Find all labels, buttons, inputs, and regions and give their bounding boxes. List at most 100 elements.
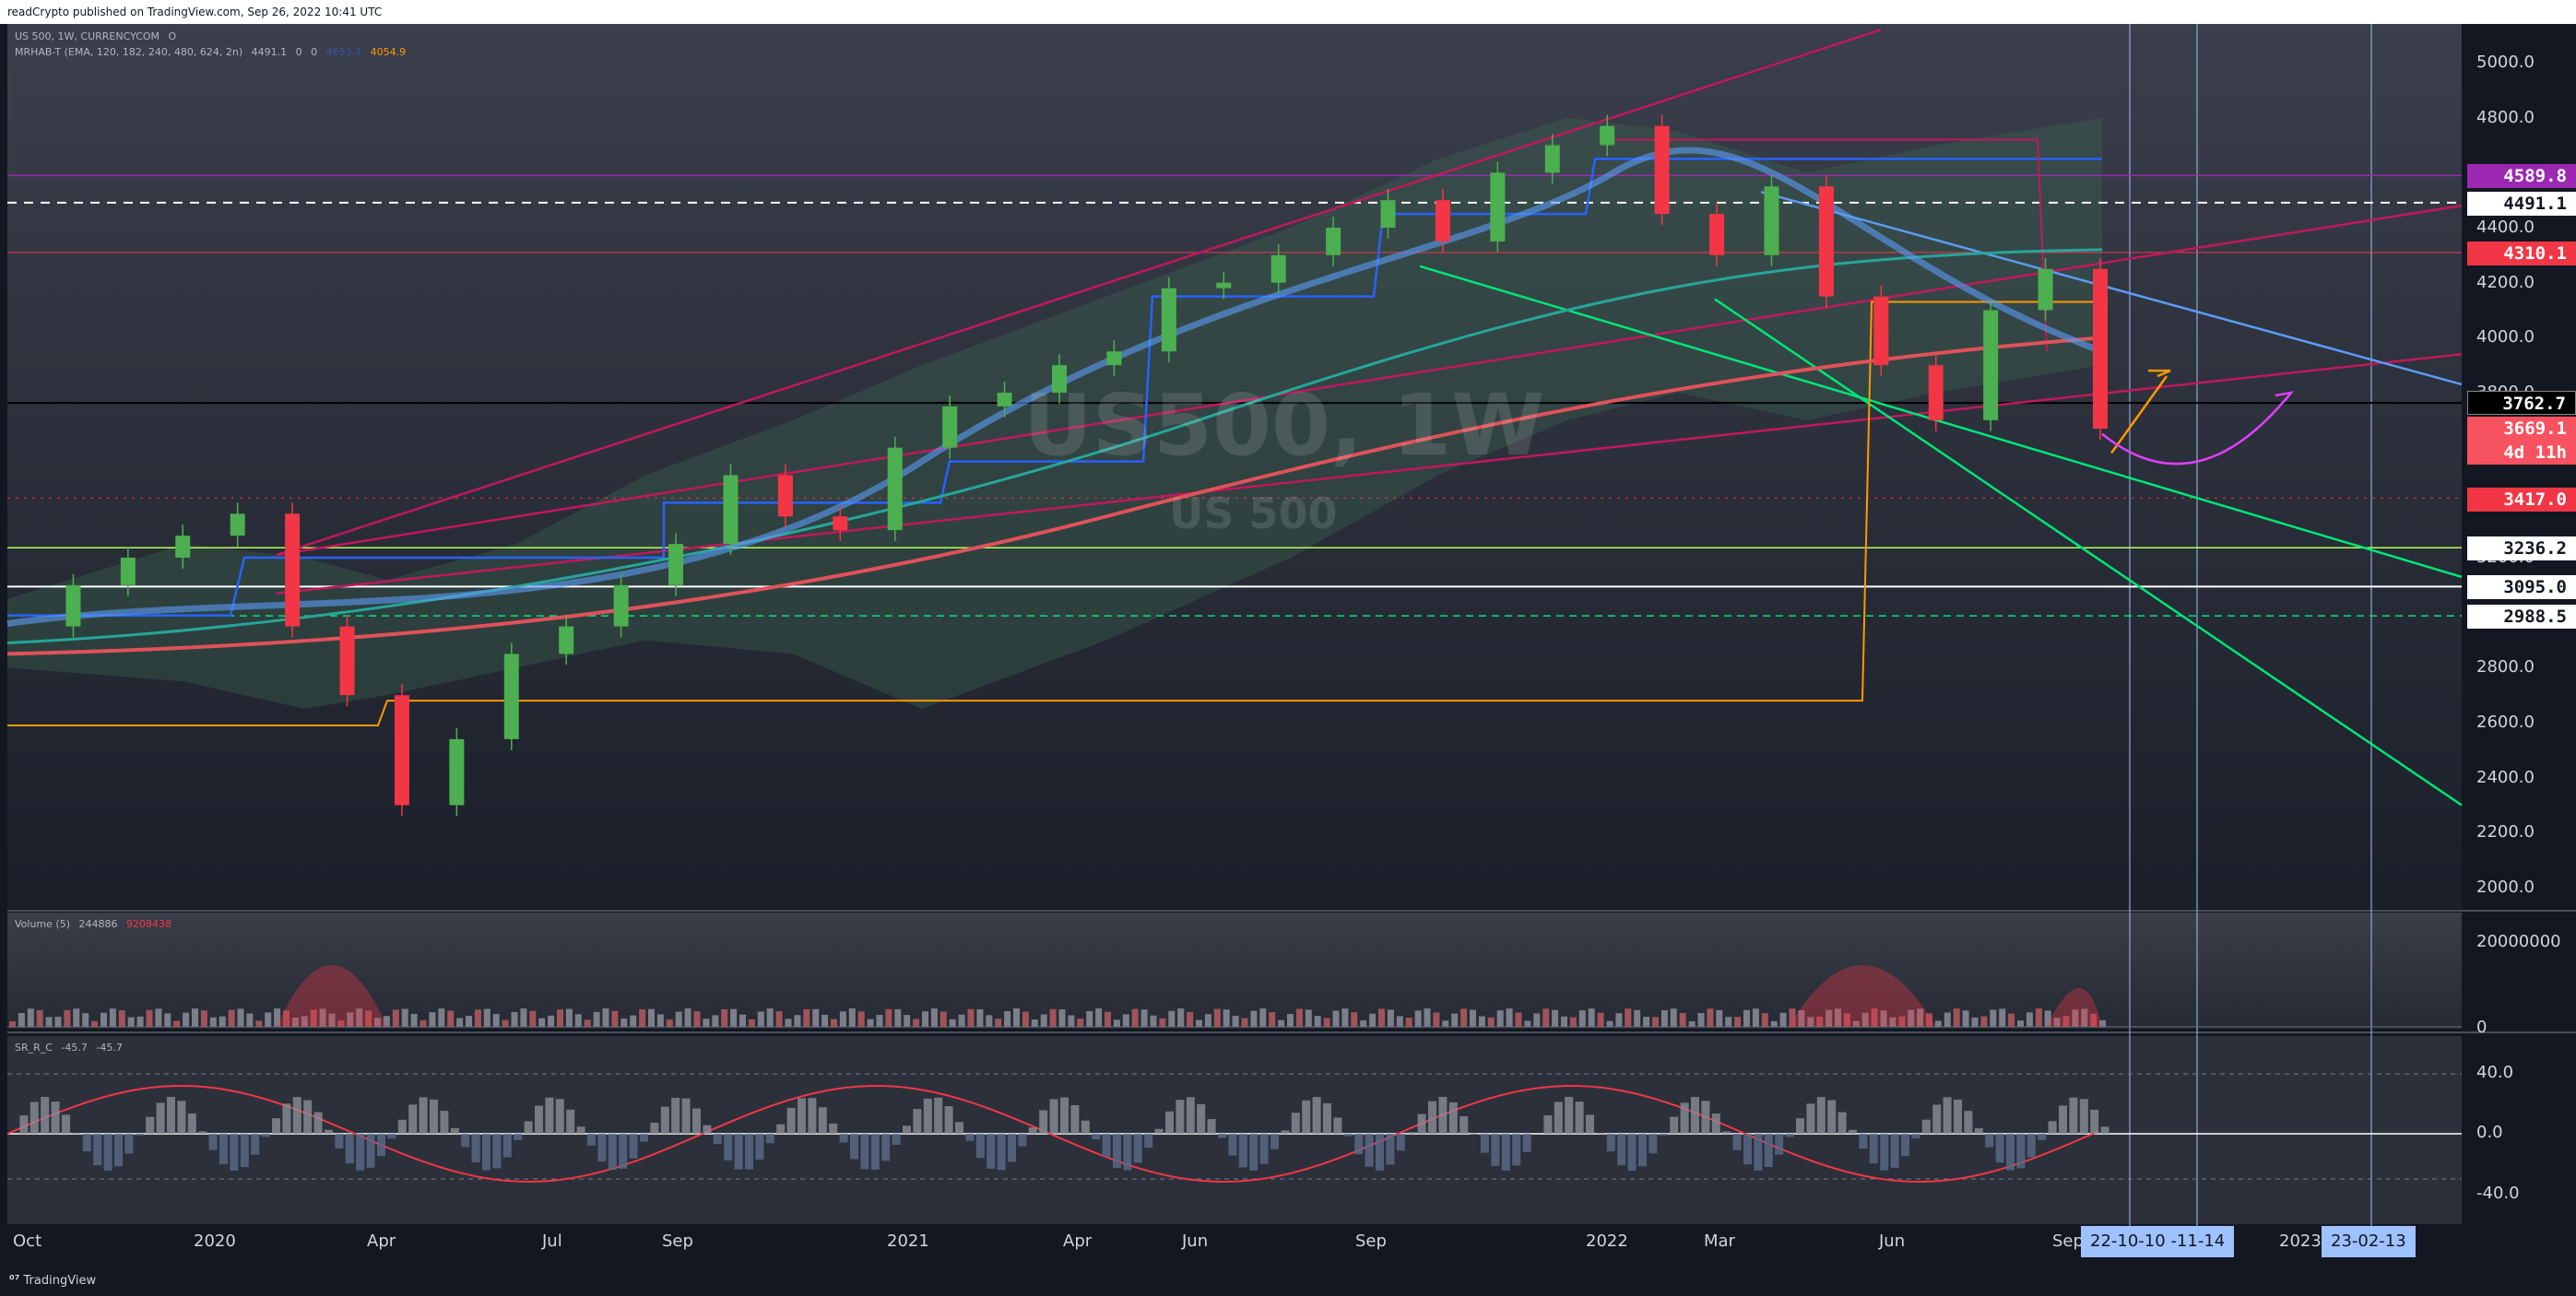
volume-bar — [857, 1011, 865, 1027]
time-highlight-1-text: 22-10-10 — [2090, 1231, 2166, 1251]
volume-bar — [1341, 1008, 1349, 1027]
osc-histogram-bar — [1049, 1099, 1058, 1134]
volume-bar — [492, 1014, 500, 1027]
osc-histogram-bar — [177, 1101, 186, 1134]
volume-bar — [64, 1009, 71, 1027]
volume-bar — [967, 1008, 975, 1027]
volume-bar — [127, 1017, 135, 1027]
chart-canvas[interactable] — [0, 0, 2576, 1267]
indicator-label: MRHAB-T (EMA, 120, 182, 240, 480, 624, 2… — [15, 46, 243, 58]
volume-bar — [1095, 1008, 1103, 1027]
volume-bar — [502, 1019, 509, 1027]
candle-body — [1928, 365, 1944, 420]
volume-bar — [265, 1012, 272, 1027]
ribbon-cloud — [7, 117, 2102, 710]
volume-bar — [1743, 1009, 1750, 1027]
candle-body — [2093, 268, 2108, 430]
candle-body — [449, 738, 465, 806]
volume-bar — [255, 1020, 263, 1027]
candle-body — [339, 626, 355, 696]
candle-body — [1654, 125, 1670, 215]
volume-cloud — [277, 965, 2102, 1027]
price-badge-4310: 4310.1 — [2467, 242, 2576, 265]
osc-value-2: -45.7 — [96, 1042, 123, 1054]
footer-brand[interactable]: TradingView — [23, 1274, 97, 1288]
time-tick: 2020 — [194, 1231, 236, 1251]
osc-histogram-bar — [692, 1108, 701, 1134]
time-tick: Jul — [542, 1231, 562, 1251]
osc-histogram-bar — [156, 1102, 165, 1134]
candle-body — [997, 393, 1012, 406]
candle-body — [1270, 254, 1286, 283]
volume-bar — [876, 1014, 883, 1027]
candle-body — [1873, 296, 1889, 366]
osc-histogram-bar — [1123, 1134, 1132, 1171]
price-badge-4589: 4589.8 — [2467, 164, 2576, 188]
osc-histogram-bar — [1207, 1119, 1216, 1134]
volume-value-1: 244886 — [78, 918, 118, 930]
volume-bar — [82, 1013, 89, 1027]
osc-histogram-bar — [2016, 1134, 2026, 1169]
volume-bar — [885, 1008, 892, 1027]
osc-histogram-bar — [356, 1134, 365, 1171]
volume-bar — [1378, 1008, 1385, 1027]
volume-bar — [1031, 1019, 1038, 1027]
volume-bar — [466, 1016, 472, 1027]
osc-histogram-bar — [1291, 1113, 1300, 1134]
osc-histogram-bar — [1995, 1134, 2004, 1163]
volume-bar — [1944, 1012, 1951, 1027]
osc-histogram-bar — [1176, 1100, 1185, 1134]
osc-histogram-bar — [576, 1126, 585, 1134]
osc-histogram-bar — [1680, 1102, 1689, 1134]
volume-bar — [1396, 1016, 1403, 1027]
volume-bar — [419, 1019, 427, 1027]
volume-bar — [1524, 1020, 1531, 1027]
volume-bar — [1049, 1008, 1057, 1027]
osc-histogram-bar — [1323, 1102, 1331, 1134]
volume-bar — [939, 1011, 947, 1027]
osc-histogram-bar — [1764, 1134, 1773, 1168]
osc-histogram-bar — [430, 1099, 438, 1134]
projection-arrowhead-orange — [2148, 369, 2171, 378]
volume-bar — [27, 1008, 34, 1027]
time-highlight-1: 22-10-10 -11-14 — [2081, 1226, 2235, 1257]
time-tick: Oct — [13, 1231, 42, 1251]
price-tick: 2200.0 — [2476, 822, 2535, 842]
volume-bar — [1807, 1017, 1814, 1027]
volume-bar — [913, 1019, 920, 1027]
volume-bar — [246, 1013, 254, 1027]
volume-bar — [91, 1020, 99, 1027]
volume-bar — [904, 1015, 911, 1027]
candle-body — [723, 475, 739, 545]
osc-histogram-bar — [1796, 1118, 1804, 1134]
volume-bar — [1707, 1008, 1714, 1027]
volume-bar — [2099, 1019, 2107, 1027]
volume-bar — [1889, 1017, 1897, 1027]
ohlc-label: O — [168, 30, 177, 42]
channel-upper-line — [276, 29, 1882, 557]
time-tick: Jun — [1879, 1231, 1906, 1251]
osc-histogram-bar — [2027, 1134, 2036, 1158]
volume-label: Volume (5) — [15, 918, 70, 930]
osc-histogram-bar — [345, 1134, 354, 1164]
osc-histogram-bar — [1711, 1113, 1720, 1134]
volume-bar — [365, 1010, 372, 1027]
volume-bar — [2035, 1008, 2042, 1027]
volume-bar — [620, 1018, 628, 1027]
volume-bar — [319, 1008, 326, 1027]
volume-bar — [374, 1018, 381, 1027]
osc-histogram-bar — [2059, 1105, 2067, 1134]
volume-bar — [1908, 1009, 1915, 1027]
osc-histogram-bar — [1932, 1104, 1942, 1134]
price-tick: 2800.0 — [2476, 657, 2535, 677]
volume-legend: Volume (5) 244886 9208438 — [15, 918, 177, 930]
volume-bar — [602, 1008, 609, 1027]
osc-histogram-bar — [261, 1134, 270, 1137]
footer: ⁰⁷ TradingView — [0, 1267, 2576, 1296]
osc-histogram-bar — [272, 1118, 280, 1134]
osc-histogram-bar — [1806, 1103, 1815, 1134]
volume-bar — [474, 1009, 481, 1027]
volume-bar — [200, 1010, 207, 1027]
volume-bar — [1898, 1016, 1906, 1027]
volume-bar — [511, 1011, 518, 1027]
